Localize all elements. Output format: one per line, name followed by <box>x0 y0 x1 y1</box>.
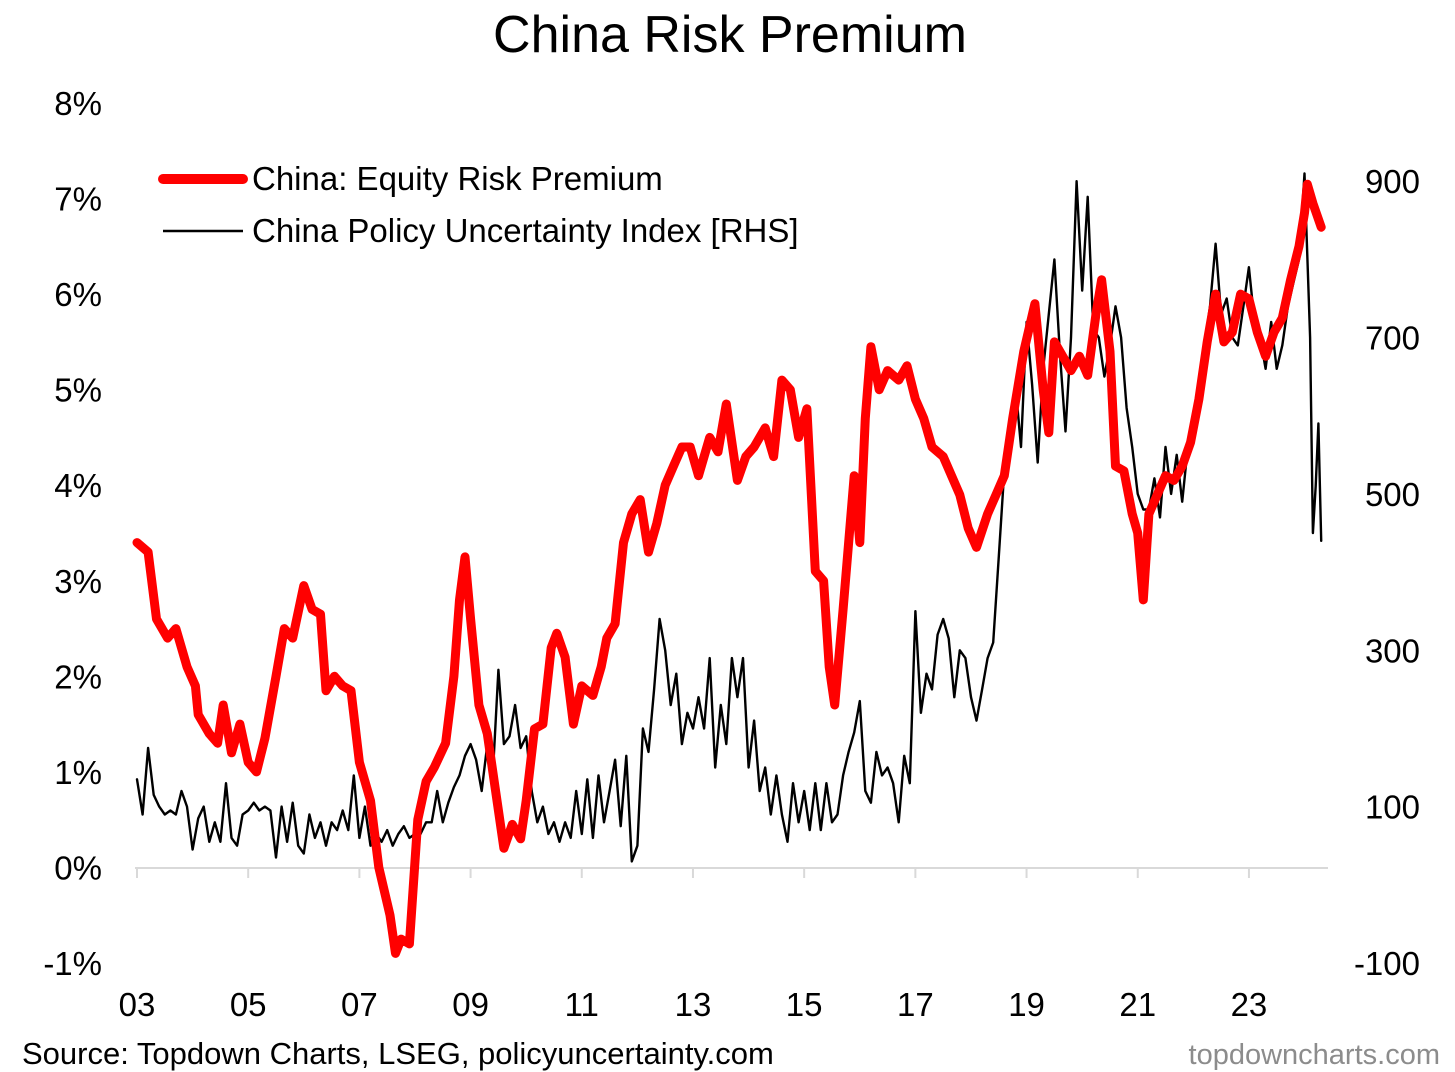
x-tick-label: 17 <box>897 986 934 1023</box>
source-note: Source: Topdown Charts, LSEG, policyunce… <box>22 1036 774 1071</box>
y-right-tick-label: 300 <box>1365 632 1420 669</box>
y-right-tick-label: 700 <box>1365 320 1420 357</box>
legend-label-equity-risk-premium: China: Equity Risk Premium <box>252 160 663 197</box>
y-left-tick-label: 4% <box>54 467 102 504</box>
x-tick-label: 19 <box>1008 986 1045 1023</box>
legend: China: Equity Risk Premium China Policy … <box>158 160 799 249</box>
watermark: topdowncharts.com <box>1189 1039 1440 1071</box>
x-tick-label: 13 <box>675 986 712 1023</box>
y-right-tick-label: 500 <box>1365 476 1420 513</box>
series-line-equity-risk-premium <box>132 179 1326 958</box>
x-tick-label: 15 <box>786 986 823 1023</box>
x-tick-label: 11 <box>565 986 599 1023</box>
y-left-tick-label: 0% <box>54 849 102 886</box>
x-tick-label: 23 <box>1231 986 1268 1023</box>
y-left-tick-label: -1% <box>43 945 102 982</box>
y-left-tick-label: 1% <box>54 754 102 791</box>
y-left-tick-label: 2% <box>54 658 102 695</box>
legend-label-policy-uncertainty: China Policy Uncertainty Index [RHS] <box>252 212 799 249</box>
y-right-tick-label: -100 <box>1354 945 1420 982</box>
series-line-policy-uncertainty <box>135 172 1323 863</box>
y-left-tick-label: 8% <box>54 85 102 122</box>
plot-area <box>132 172 1326 958</box>
y-axis-left: -1% 0% 1% 2% 3% 4% 5% 6% 7% 8% <box>43 85 102 982</box>
y-left-tick-label: 7% <box>54 181 102 218</box>
y-left-tick-label: 5% <box>54 372 102 409</box>
x-axis: 03 05 07 09 11 13 15 17 19 21 23 <box>119 867 1328 1023</box>
y-axis-right: -100 100 300 500 700 900 <box>1354 163 1420 982</box>
x-tick-label: 03 <box>119 986 156 1023</box>
y-right-tick-label: 100 <box>1365 789 1420 826</box>
x-tick-label: 09 <box>452 986 489 1023</box>
y-left-tick-label: 6% <box>54 276 102 313</box>
y-left-tick-label: 3% <box>54 563 102 600</box>
y-right-tick-label: 900 <box>1365 163 1420 200</box>
x-tick-label: 21 <box>1119 986 1156 1023</box>
x-tick-label: 07 <box>341 986 378 1023</box>
x-tick-label: 05 <box>230 986 267 1023</box>
chart-title: China Risk Premium <box>493 6 967 64</box>
